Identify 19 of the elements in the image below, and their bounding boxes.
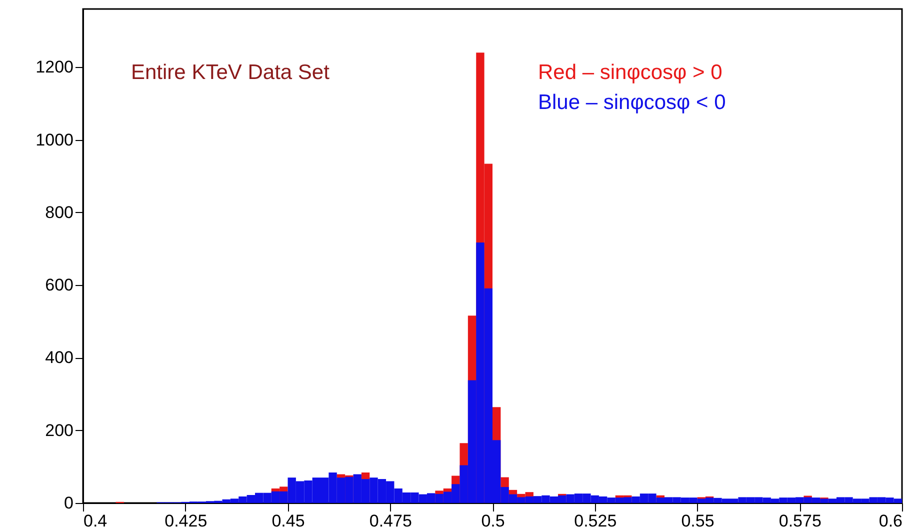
x-tick-label: 0.475	[369, 512, 412, 530]
text: Red – sinφcosφ > 0	[538, 61, 722, 84]
x-tick-label: 0.45	[272, 512, 305, 530]
y-tick-label: 1000	[36, 130, 74, 150]
x-tick-label: 0.4	[84, 512, 108, 530]
y-tick-label: 600	[45, 276, 74, 295]
y-tick-label: 400	[45, 348, 74, 368]
x-tick-label: 0.425	[164, 512, 208, 530]
y-tick-label: 800	[45, 202, 74, 222]
x-tick-label: 0.575	[778, 512, 822, 530]
y-tick-label: 200	[45, 420, 74, 440]
x-tick-label: 0.6	[878, 512, 902, 530]
y-tick-label: 0	[64, 494, 74, 512]
x-tick-label: 0.525	[574, 512, 617, 530]
text: Blue – sinφcosφ < 0	[538, 91, 726, 114]
annotation: Entire KTeV Data Set	[131, 61, 330, 84]
y-tick-label: 1200	[36, 58, 74, 77]
x-tick-label: 0.55	[681, 512, 714, 530]
x-tick-label: 0.5	[481, 512, 505, 530]
